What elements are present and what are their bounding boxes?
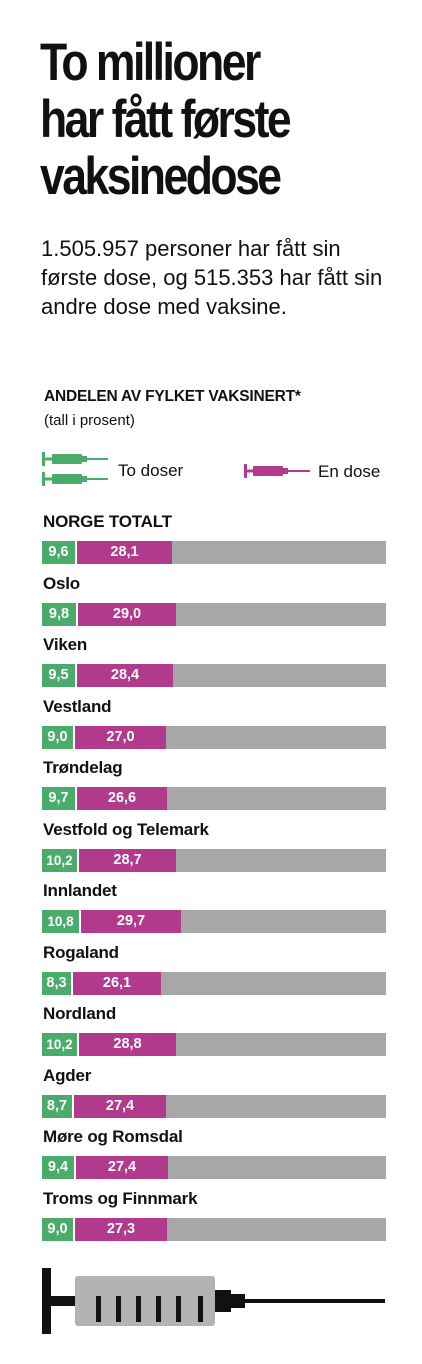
bar-one-dose: 27,0 [73, 725, 166, 749]
bar-two-doses: 9,0 [42, 1217, 73, 1241]
bar-one-dose: 27,3 [73, 1217, 167, 1241]
category-label: Agder [43, 1065, 92, 1085]
bar-two-doses: 10,2 [42, 1033, 77, 1056]
category-label: Vestfold og Telemark [43, 819, 209, 839]
bar-track: 10,2 28,7 [42, 848, 386, 872]
title-line-2: har fått første [40, 90, 292, 149]
bar-two-doses: 9,5 [42, 664, 75, 687]
chart-row: Vestland 9,0 27,0 [42, 697, 386, 759]
bar-one-dose: 28,7 [77, 848, 176, 872]
title-line-1: To millioner [40, 33, 261, 92]
bar-one-dose: 29,0 [76, 602, 176, 626]
bar-track: 9,0 27,3 [42, 1217, 386, 1241]
bar-two-doses: 9,7 [42, 787, 75, 810]
chart-row: Agder 8,7 27,4 [42, 1066, 386, 1128]
bar-track: 9,7 26,6 [42, 787, 386, 810]
bar-track: 8,3 26,1 [42, 971, 386, 995]
category-label: Troms og Finnmark [43, 1188, 198, 1208]
bar-track: 9,4 27,4 [42, 1156, 386, 1179]
category-label: Viken [43, 635, 88, 654]
chart-row: Viken 9,5 28,4 [42, 635, 386, 697]
chart-heading: ANDELEN AV FYLKET VAKSINERT* [44, 388, 301, 405]
bar-track: 10,2 28,8 [42, 1033, 386, 1056]
bar-two-doses: 8,3 [42, 971, 71, 995]
bar-track: 10,8 29,7 [42, 910, 386, 933]
chart-row: Trøndelag 9,7 26,6 [42, 758, 386, 820]
chart-row: Rogaland 8,3 26,1 [42, 943, 386, 1005]
bar-one-dose: 27,4 [74, 1156, 168, 1179]
bar-one-dose: 28,4 [75, 664, 173, 687]
bar-track: 8,7 27,4 [42, 1094, 386, 1118]
chart-row: Oslo 9,8 29,0 [42, 574, 386, 636]
chart-row: Møre og Romsdal 9,4 27,4 [42, 1127, 386, 1189]
bar-track: 9,8 29,0 [42, 602, 386, 626]
bar-two-doses: 9,0 [42, 725, 73, 749]
bar-two-doses: 9,4 [42, 1156, 74, 1179]
bar-one-dose: 27,4 [72, 1094, 166, 1118]
chart-subheading: (tall i prosent) [44, 412, 135, 429]
chart-row: Innlandet 10,8 29,7 [42, 881, 386, 943]
category-label: Møre og Romsdal [43, 1127, 183, 1146]
legend-two-doses-label: To doser [118, 461, 184, 480]
bar-track: 9,5 28,4 [42, 664, 386, 687]
bar-two-doses: 9,8 [42, 602, 76, 626]
two-syringes-icon [42, 452, 108, 486]
category-label: Nordland [43, 1004, 117, 1023]
syringe-footer-icon [42, 1268, 385, 1334]
bar-one-dose: 28,1 [75, 541, 172, 564]
legend-one-dose-label: En dose [318, 462, 381, 481]
bar-two-doses: 9,6 [42, 541, 75, 564]
category-label: NORGE TOTALT [43, 512, 172, 531]
chart-row: Troms og Finnmark 9,0 27,3 [42, 1189, 386, 1251]
bar-track: 9,0 27,0 [42, 725, 386, 749]
bar-one-dose: 29,7 [79, 910, 181, 933]
bar-two-doses: 10,2 [42, 848, 77, 872]
bar-two-doses: 10,8 [42, 910, 79, 933]
subtitle: 1.505.957 personer har fått sin første d… [41, 236, 383, 319]
category-label: Rogaland [43, 942, 119, 962]
chart-row: Vestfold og Telemark 10,2 28,7 [42, 820, 386, 882]
chart-row: NORGE TOTALT 9,6 28,1 [42, 512, 386, 574]
bar-chart: NORGE TOTALT 9,6 28,1 Oslo 9,8 29,0 Viken 9,5 28… [42, 512, 386, 1250]
category-label: Vestland [43, 696, 112, 716]
title-line-3: vaksinedose [40, 147, 282, 206]
bar-one-dose: 26,6 [75, 787, 167, 810]
category-label: Oslo [43, 573, 80, 593]
bar-track: 9,6 28,1 [42, 541, 386, 564]
bar-one-dose: 26,1 [71, 971, 161, 995]
bar-two-doses: 8,7 [42, 1094, 72, 1118]
bar-one-dose: 28,8 [77, 1033, 176, 1056]
chart-row: Nordland 10,2 28,8 [42, 1004, 386, 1066]
category-label: Trøndelag [43, 758, 123, 777]
category-label: Innlandet [43, 881, 117, 900]
page-title: To millioner har fått første vaksinedose [40, 34, 351, 205]
syringe-icon [244, 464, 310, 478]
